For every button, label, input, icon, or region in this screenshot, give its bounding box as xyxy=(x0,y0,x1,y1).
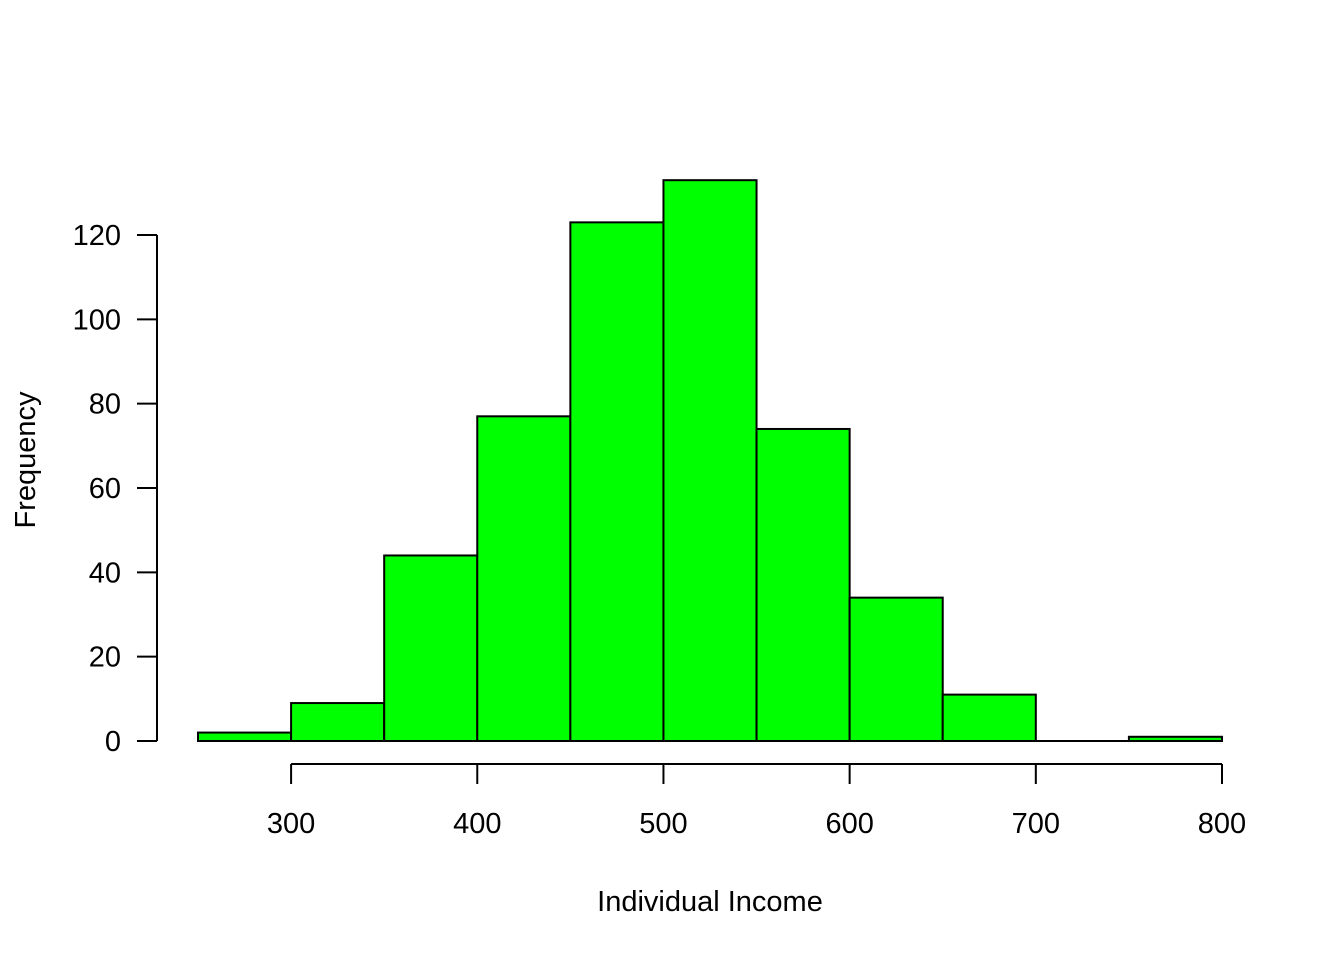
y-axis: 0 20 40 60 80 100 120 xyxy=(73,220,158,758)
y-tick-label: 0 xyxy=(105,726,121,758)
y-tick-label: 20 xyxy=(89,642,121,674)
y-tick-label: 120 xyxy=(73,220,121,252)
y-tick-label: 80 xyxy=(89,389,121,421)
histogram-bar-0 xyxy=(197,731,293,742)
histogram-bar-8 xyxy=(941,693,1037,742)
y-tick-label: 60 xyxy=(89,473,121,505)
histogram-bar-5 xyxy=(662,179,758,742)
x-tick-label: 300 xyxy=(267,808,315,840)
y-tick-label: 100 xyxy=(73,304,121,336)
x-tick-label: 700 xyxy=(1012,808,1060,840)
x-tick-label: 400 xyxy=(453,808,501,840)
x-tick-label: 500 xyxy=(639,808,687,840)
histogram-bar-2 xyxy=(383,554,479,743)
histogram-bar-1 xyxy=(290,702,386,742)
histogram-bar-4 xyxy=(569,221,665,743)
histogram-bar-6 xyxy=(755,427,851,742)
x-tick-label: 600 xyxy=(825,808,873,840)
histogram-bar-7 xyxy=(848,596,944,743)
x-tick-label: 800 xyxy=(1198,808,1246,840)
x-axis-label: Individual Income xyxy=(597,886,823,918)
histogram-bar-3 xyxy=(476,415,572,742)
histogram-bar-10 xyxy=(1127,735,1223,742)
y-tick-label: 40 xyxy=(89,557,121,589)
bars-group xyxy=(197,179,1223,743)
y-axis-label: Frequency xyxy=(10,391,42,529)
x-axis: 300 400 500 600 700 800 xyxy=(267,763,1246,840)
